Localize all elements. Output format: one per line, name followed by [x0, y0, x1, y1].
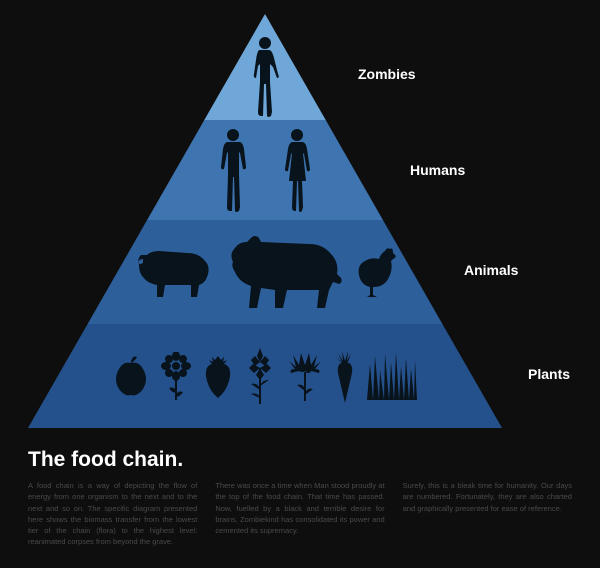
body-columns: A food chain is a way of depicting the f… — [28, 480, 572, 548]
pyramid: Zombies Humans Animals Plants — [28, 14, 502, 428]
strawberry-icon — [203, 354, 233, 398]
body-col-1: A food chain is a way of depicting the f… — [28, 480, 197, 548]
cow-icon — [225, 234, 343, 310]
woman-icon — [283, 127, 311, 213]
man-icon — [219, 127, 247, 213]
flower2-icon — [287, 351, 323, 401]
pig-icon — [133, 245, 211, 299]
zombie-icon — [250, 34, 280, 118]
tier-plants-icons — [28, 324, 502, 428]
label-animals: Animals — [464, 262, 518, 278]
label-plants: Plants — [528, 366, 570, 382]
label-humans: Humans — [410, 162, 465, 178]
body-col-3: Surely, this is a bleak time for humanit… — [403, 480, 572, 548]
tier-plants — [28, 324, 502, 428]
tier-zombies-icons — [28, 14, 502, 120]
wheat-icon — [243, 348, 277, 404]
grass-icon — [367, 352, 417, 400]
body-col-2: There was once a time when Man stood pro… — [215, 480, 384, 548]
page-title: The food chain. — [28, 448, 183, 472]
flower1-icon — [159, 352, 193, 400]
tier-zombies — [28, 14, 502, 120]
tier-animals-icons — [28, 220, 502, 324]
apple-icon — [113, 355, 149, 397]
tier-animals — [28, 220, 502, 324]
chicken-icon — [357, 247, 397, 297]
carrot-icon — [333, 349, 357, 403]
label-zombies: Zombies — [358, 66, 416, 82]
